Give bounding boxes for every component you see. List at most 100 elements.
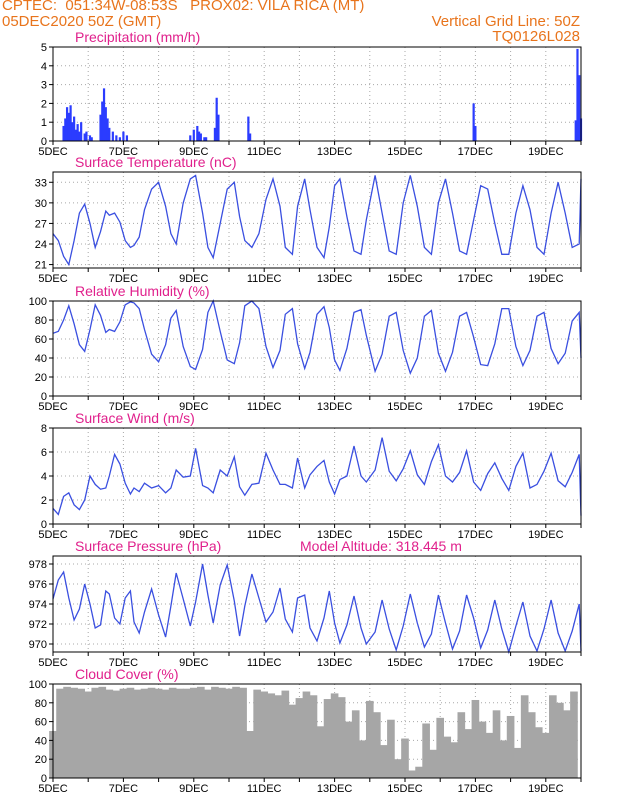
humidity-ytick-label: 40	[35, 353, 47, 365]
cloud-cover-bar	[527, 712, 536, 778]
pressure-xtick-label: 17DEC	[458, 657, 494, 669]
pressure-xtick-label: 9DEC	[179, 657, 208, 669]
precipitation-bar	[574, 120, 577, 141]
humidity-ytick-label: 80	[35, 315, 47, 327]
pressure-title: Surface Pressure (hPa)	[75, 538, 221, 554]
cloud-cover-bar	[457, 712, 466, 778]
cloud-cover-bar	[70, 687, 78, 778]
cloud-cover-bar	[154, 688, 163, 778]
humidity-line	[52, 299, 582, 376]
cloud-cover-bar	[549, 695, 557, 778]
cloud-cover-bar	[91, 687, 100, 778]
cloud-cover-panel: Cloud Cover (%) 0 20 40 60 80 100 5DEC 7DEC 9DEC 1…	[29, 666, 582, 795]
pressure-xtick-label: 7DEC	[109, 657, 138, 669]
wind-ytick-label: 4	[41, 471, 47, 483]
pressure-annotation: Model Altitude: 318.445 m	[300, 538, 462, 554]
cloud-cover-xtick-label: 17DEC	[458, 783, 494, 795]
wind-xtick-label: 17DEC	[458, 529, 494, 541]
temperature-title: Surface Temperature (nC)	[75, 154, 237, 170]
cloud-cover-ytick-label: 80	[35, 698, 47, 710]
cloud-cover-bar	[119, 688, 128, 778]
cloud-cover-bar	[246, 731, 254, 778]
precipitation-bar	[199, 133, 202, 141]
cloud-cover-bar	[344, 721, 353, 778]
humidity-xtick-label: 13DEC	[317, 401, 353, 413]
wind-xtick-label: 5DEC	[38, 529, 67, 541]
humidity-xtick-label: 19DEC	[528, 401, 564, 413]
humidity-ytick-label: 20	[35, 372, 47, 384]
precipitation-xtick-label: 9DEC	[179, 146, 208, 158]
cloud-cover-ytick-label: 40	[35, 735, 47, 747]
precipitation-bar	[69, 105, 72, 141]
precipitation-bar	[578, 75, 581, 141]
cloud-cover-bar	[253, 689, 261, 778]
cloud-cover-bar	[218, 687, 226, 778]
humidity-frame	[52, 300, 582, 397]
precipitation-bar	[576, 48, 579, 141]
cloud-cover-bar	[556, 702, 564, 778]
cloud-cover-bar	[140, 688, 149, 778]
precipitation-bar	[106, 118, 109, 141]
temperature-xtick-label: 17DEC	[458, 273, 494, 285]
precipitation-bar	[76, 124, 79, 141]
precipitation-bar	[217, 114, 220, 141]
precipitation-bar	[108, 127, 111, 141]
cloud-cover-bar	[471, 699, 480, 778]
cloud-cover-bar	[563, 710, 571, 778]
cloud-cover-bar	[373, 712, 381, 778]
temperature-xtick-label: 11DEC	[247, 273, 282, 285]
precipitation-bar	[111, 131, 114, 141]
cloud-cover-bar	[401, 738, 409, 778]
humidity-xtick-label: 15DEC	[387, 401, 423, 413]
humidity-panel: Relative Humidity (%) 0 20 40 60 80 100 5DEC 7DE…	[29, 283, 582, 413]
wind-line	[52, 437, 582, 516]
wind-xtick-label: 7DEC	[109, 529, 138, 541]
precipitation-bar	[64, 118, 67, 141]
temperature-ytick-label: 33	[35, 177, 47, 189]
cloud-cover-title: Cloud Cover (%)	[75, 666, 178, 682]
cloud-cover-bar	[478, 721, 487, 778]
precipitation-bar	[125, 135, 129, 141]
precipitation-bar	[196, 125, 199, 141]
cloud-cover-bar	[63, 686, 71, 778]
precipitation-bar	[205, 137, 208, 141]
cloud-cover-bar	[513, 747, 522, 778]
temperature-frame	[52, 171, 582, 269]
precipitation-ytick-label: 4	[41, 61, 47, 73]
wind-ytick-label: 2	[41, 495, 47, 507]
precipitation-bar	[197, 131, 201, 141]
precipitation-ytick-label: 1	[41, 117, 47, 129]
cloud-cover-bar	[168, 687, 177, 778]
cloud-cover-bar	[492, 710, 501, 778]
pressure-ytick-label: 978	[29, 559, 47, 571]
cloud-cover-bar	[380, 745, 388, 778]
precipitation-bar	[118, 137, 121, 141]
precipitation-bar	[101, 101, 104, 141]
precipitation-xtick-label: 13DEC	[317, 146, 353, 158]
cloud-cover-bar	[232, 686, 240, 778]
temperature-xtick-label: 15DEC	[387, 273, 423, 285]
cloud-cover-bar	[408, 770, 416, 778]
precipitation-xtick-label: 7DEC	[109, 146, 138, 158]
header-station-line: CPTEC: 051:34W-08:53S PROX02: VILA RICA …	[2, 0, 365, 14]
temperature-xtick-label: 19DEC	[528, 273, 564, 285]
temperature-panel: Surface Temperature (nC) 21 24 27 30 33 5DEC 7D…	[35, 154, 582, 285]
cloud-cover-bar	[520, 695, 529, 778]
cloud-cover-bar	[337, 697, 346, 778]
pressure-xtick-label: 11DEC	[247, 657, 282, 669]
cloud-cover-bar	[387, 719, 395, 778]
cloud-cover-bar	[225, 688, 233, 778]
precipitation-bar	[88, 135, 92, 141]
precipitation-bar	[122, 131, 125, 141]
wind-xtick-label: 19DEC	[528, 529, 564, 541]
cloud-cover-bar	[189, 687, 198, 778]
cloud-cover-bar	[126, 687, 135, 778]
cloud-cover-bar	[464, 729, 473, 778]
cloud-cover-bar	[260, 691, 269, 778]
temperature-xtick-label: 9DEC	[179, 273, 208, 285]
precipitation-bar	[65, 107, 69, 141]
cloud-cover-bar	[204, 689, 212, 778]
pressure-panel: Surface Pressure (hPa) Model Altitude: 31…	[29, 538, 582, 669]
precipitation-bar	[192, 129, 195, 141]
precipitation-bar	[115, 135, 118, 141]
